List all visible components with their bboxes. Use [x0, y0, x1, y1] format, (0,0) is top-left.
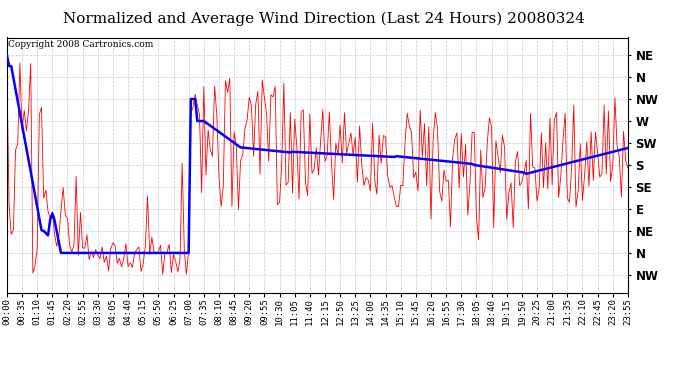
Text: Copyright 2008 Cartronics.com: Copyright 2008 Cartronics.com [8, 40, 153, 49]
Text: Normalized and Average Wind Direction (Last 24 Hours) 20080324: Normalized and Average Wind Direction (L… [63, 11, 585, 26]
